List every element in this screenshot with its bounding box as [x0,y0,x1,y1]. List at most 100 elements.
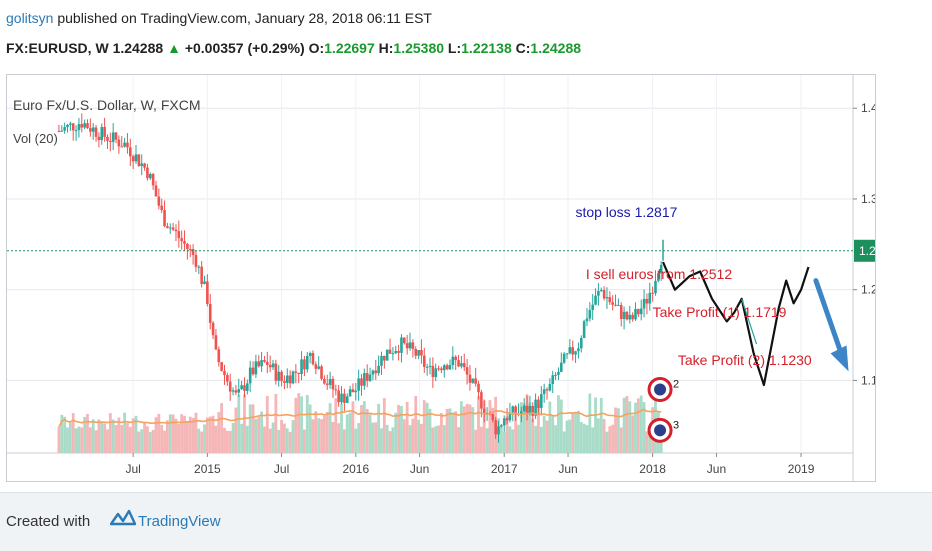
footer: Created with TradingView [0,492,932,551]
event-marker-count: 3 [673,419,679,431]
y-tick-label: 1.20000 [861,283,875,297]
volume-bar [163,430,166,453]
candle-body [502,418,506,426]
candle-body [582,321,586,338]
volume-bar [171,414,175,453]
volume-bar [291,420,295,453]
candle-body [206,281,209,304]
candle-body [625,311,629,320]
volume-bar [631,415,635,453]
volume-bar [311,419,315,453]
candle-body [637,308,640,315]
volume-bar [288,431,292,453]
candle-body [548,384,552,391]
candle-body [131,156,135,162]
candle-body [451,356,455,366]
volume-bar [120,424,124,453]
volume-bar [557,395,560,453]
volume-bar [639,395,643,453]
author-link[interactable]: golitsyn [6,10,54,26]
volume-bar [360,405,363,453]
volume-bar [365,408,369,453]
volume-bar [514,406,518,453]
symbol-label[interactable]: FX:EURUSD, W [6,40,109,56]
candle-body [86,123,89,129]
tradingview-brand-link[interactable]: TradingView [138,513,221,530]
chart-area[interactable]: 1.40000 1.30000 1.20000 1.10000 Jul 2015 Jul 20… [6,74,876,482]
low-label: L: [447,40,462,56]
candle-body [223,370,226,376]
candle-body [311,353,315,365]
volume-bar [243,394,246,453]
volume-bar [405,401,409,453]
candle-body [654,280,657,294]
volume-bar [285,428,289,453]
volume-bar [66,427,69,453]
volume-bar [103,423,107,453]
candle-body [551,375,555,385]
candle-body [231,390,235,392]
volume-bar [545,420,549,453]
candle-body [228,381,232,392]
volume-bar [257,416,261,453]
candle-body [137,154,141,166]
candle-body [454,356,457,361]
candle-body [277,371,281,381]
volume-bar [397,404,401,453]
close-value: 1.24288 [530,40,582,56]
candle-body [71,123,75,131]
candle-body [528,405,532,414]
candle-body [520,411,523,414]
candle-body [146,167,149,179]
volume-bar [220,403,224,453]
candle-body [565,353,569,355]
volume-bar [303,429,306,453]
volume-bar [57,427,61,453]
candle-body [285,375,289,383]
volume-bar [459,401,463,453]
candle-body [254,361,258,375]
volume-bar [625,396,629,453]
candle-body [554,374,557,376]
candle-body [297,372,301,374]
volume-bar [100,422,104,453]
candle-body [505,418,509,421]
candle-body [280,371,283,382]
candle-body [303,359,306,370]
candle-body [514,406,517,415]
candle-body [208,303,212,323]
volume-bar [465,403,469,453]
candle-body [477,383,480,393]
candle-body [591,304,594,310]
candle-body [171,227,175,230]
candle-body [217,349,221,363]
volume-bar [294,397,298,453]
event-marker-flag-icon [654,383,667,396]
candle-body [611,302,614,305]
candle-body [559,362,563,372]
volume-bar [351,401,355,453]
volume-bar [591,427,595,453]
candle-body [568,347,572,354]
volume-bar [117,417,121,453]
candle-body [440,368,443,371]
y-tick-label: 1.40000 [861,101,875,115]
volume-bar [91,419,95,453]
candle-body [291,371,295,384]
volume-bar [71,413,75,453]
candle-body [508,412,512,421]
volume-bar [362,401,366,453]
candle-body [151,173,155,186]
volume-bar [245,425,249,453]
candle-body [394,350,398,354]
high-value: 1.25380 [393,40,445,56]
candle-body [388,349,392,354]
price-chart-svg[interactable]: 1.40000 1.30000 1.20000 1.10000 Jul 2015 Jul 20… [7,75,875,481]
volume-bar [265,395,269,453]
volume-bar [203,424,206,453]
candle-body [374,370,378,374]
volume-bar [74,428,78,453]
candle-body [414,348,418,356]
volume-bar [645,431,649,453]
tradingview-logo-icon[interactable] [110,508,136,530]
